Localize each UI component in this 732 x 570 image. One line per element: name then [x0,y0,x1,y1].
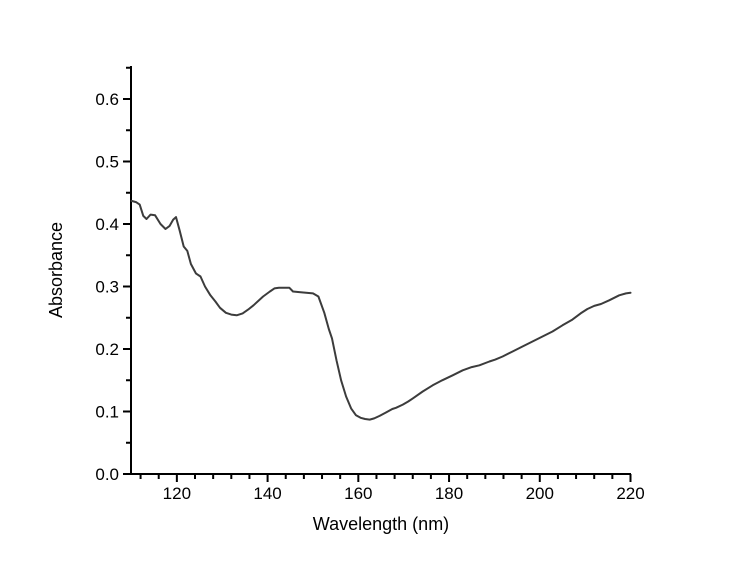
spectrum-line [130,199,632,421]
x-tick-label: 140 [253,484,281,503]
axis-lines [130,66,631,475]
x-tick-label: 200 [526,484,554,503]
tick-labels: 120 140 160 180 200 220 0.0 0.1 0.2 0.3 0.4 0.5 0.6 [95,90,644,503]
x-tick-label: 180 [435,484,463,503]
x-tick-label: 160 [344,484,372,503]
x-axis-title: Wavelength (nm) [313,514,449,534]
x-tick-label: 220 [616,484,644,503]
y-tick-label: 0.1 [95,402,119,421]
y-tick-label: 0.5 [95,152,119,171]
y-tick-label: 0.4 [95,215,119,234]
y-tick-label: 0.2 [95,340,119,359]
y-tick-label: 0.3 [95,277,119,296]
y-tick-label: 0.6 [95,90,119,109]
spectrum-curve [130,199,632,421]
y-tick-label: 0.0 [95,465,119,484]
y-axis-title: Absorbance [46,222,66,318]
x-tick-label: 120 [163,484,191,503]
